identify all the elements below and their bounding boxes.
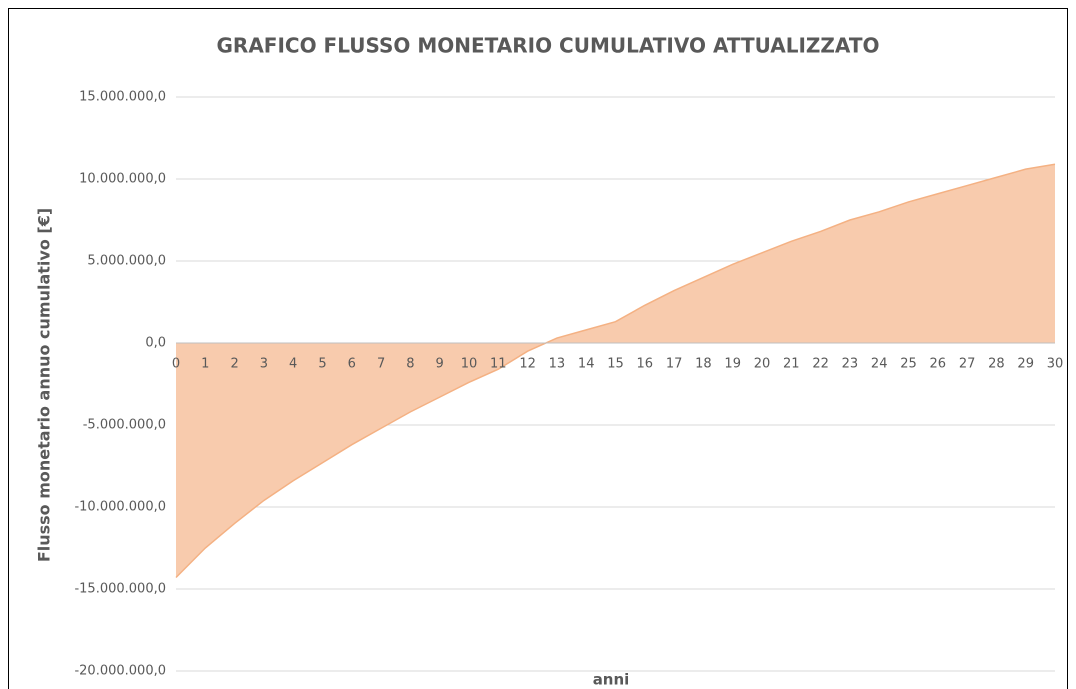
x-tick-label: 8	[406, 357, 414, 372]
y-tick-label: 5.000.000,0	[87, 254, 166, 269]
x-tick-label: 30	[1047, 357, 1064, 372]
x-tick-label: 29	[1017, 357, 1034, 372]
x-tick-label: 27	[959, 357, 976, 372]
x-tick-label: 19	[724, 357, 741, 372]
x-tick-label: 16	[637, 357, 654, 372]
area-line	[175, 163, 1056, 579]
x-tick-label: 20	[754, 357, 771, 372]
y-tick-label: -15.000.000,0	[74, 582, 166, 597]
x-tick-label: 4	[289, 357, 297, 372]
x-tick-label: 22	[812, 357, 829, 372]
x-tick-label: 3	[260, 357, 268, 372]
x-tick-label: 21	[783, 357, 800, 372]
chart-frame	[8, 8, 1068, 689]
y-tick-label: -10.000.000,0	[74, 500, 166, 515]
x-tick-label: 17	[666, 357, 683, 372]
y-tick-label: 15.000.000,0	[79, 90, 166, 105]
x-tick-label: 18	[695, 357, 712, 372]
y-tick-label: 10.000.000,0	[79, 172, 166, 187]
x-tick-label: 28	[988, 357, 1005, 372]
x-tick-label: 10	[461, 357, 478, 372]
x-tick-label: 25	[900, 357, 917, 372]
x-tick-label: 5	[318, 357, 326, 372]
x-tick-label: 14	[578, 357, 595, 372]
x-tick-label: 26	[930, 357, 947, 372]
area	[176, 164, 1055, 578]
x-tick-label: 1	[201, 357, 209, 372]
y-axis-label: Flusso monetario annuo cumulativo [€]	[35, 208, 54, 562]
x-tick-label: 24	[871, 357, 888, 372]
x-tick-label: 12	[519, 357, 536, 372]
x-tick-label: 2	[230, 357, 238, 372]
x-tick-label: 23	[842, 357, 859, 372]
x-tick-label: 7	[377, 357, 385, 372]
chart-title: GRAFICO FLUSSO MONETARIO CUMULATIVO ATTU…	[217, 34, 880, 58]
x-tick-label: 15	[607, 357, 624, 372]
x-tick-label: 0	[172, 357, 180, 372]
x-axis-label: anni	[593, 671, 630, 689]
x-tick-label: 6	[348, 357, 356, 372]
y-tick-label: -5.000.000,0	[83, 418, 166, 433]
y-tick-label: 0,0	[145, 336, 166, 351]
x-tick-label: 9	[436, 357, 444, 372]
y-tick-label: -20.000.000,0	[74, 664, 166, 679]
x-tick-label: 11	[490, 357, 507, 372]
x-tick-label: 13	[549, 357, 566, 372]
